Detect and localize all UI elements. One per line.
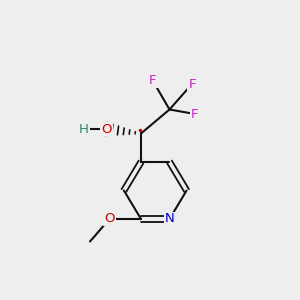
Text: F: F (149, 74, 157, 88)
Text: F: F (188, 77, 196, 91)
Text: F: F (191, 107, 199, 121)
Text: N: N (165, 212, 174, 226)
Text: H: H (79, 122, 89, 136)
Text: O: O (104, 212, 115, 226)
Text: O: O (101, 122, 112, 136)
